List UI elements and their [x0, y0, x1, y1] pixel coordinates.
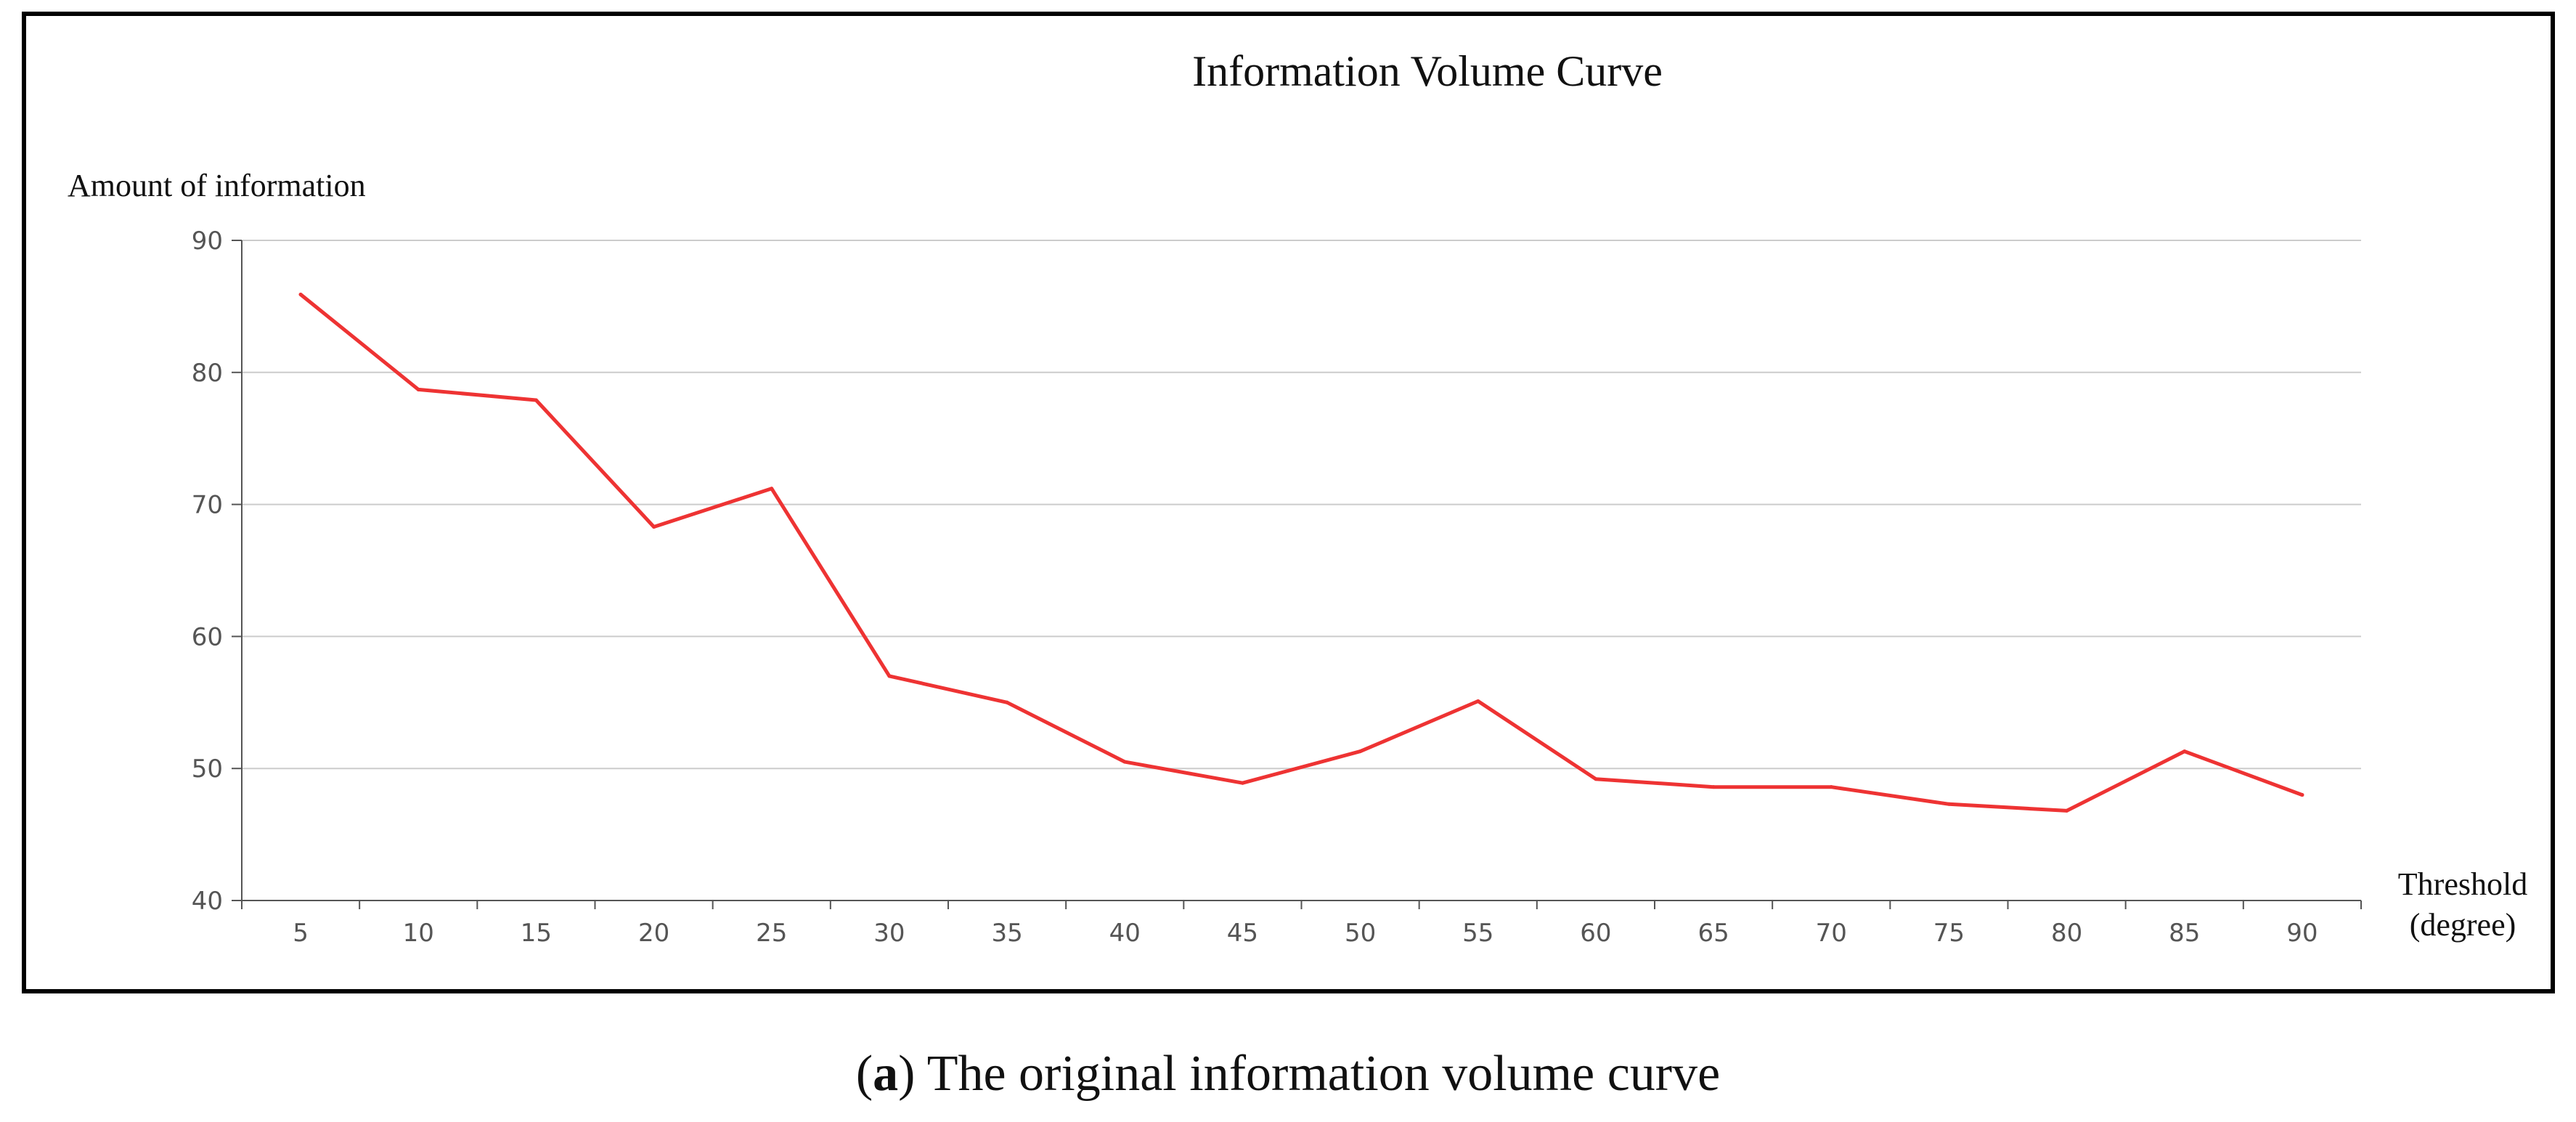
x-tick-label-60: 60 [1580, 919, 1611, 948]
data-point-30 [887, 674, 892, 678]
y-tick-label-70: 70 [192, 491, 223, 520]
x-tick-label-65: 65 [1697, 919, 1729, 948]
data-point-10 [416, 387, 420, 391]
chart-frame [22, 12, 2555, 993]
data-point-40 [1122, 760, 1127, 764]
x-tick-label-10: 10 [403, 919, 434, 948]
gridlines [242, 240, 2361, 770]
series-line-0 [298, 293, 2304, 813]
y-tick-label-50: 50 [192, 755, 223, 784]
data-point-75 [1947, 802, 1951, 806]
x-axis-label-line2: (degree) [2410, 907, 2516, 943]
data-point-80 [2065, 808, 2069, 813]
x-tick-label-85: 85 [2169, 919, 2200, 948]
caption-label: a [873, 1046, 899, 1102]
x-tick-label-90: 90 [2286, 919, 2318, 948]
data-point-25 [770, 487, 774, 491]
data-point-85 [2182, 749, 2187, 754]
data-point-50 [1358, 749, 1363, 754]
data-point-5 [298, 293, 303, 297]
y-tick-label-90: 90 [192, 227, 223, 256]
tick-labels: 40 50 60 70 80 90 5 10 15 20 25 30 35 40 45 50 55 60 65 70 7… [192, 227, 2318, 948]
x-axis-label-line1: Threshold [2398, 866, 2527, 902]
data-point-90 [2300, 793, 2304, 797]
x-tick-label-30: 30 [873, 919, 905, 948]
x-tick-label-15: 15 [521, 919, 552, 948]
x-tick-label-5: 5 [293, 919, 309, 948]
x-tick-label-80: 80 [2051, 919, 2082, 948]
x-tick-label-55: 55 [1462, 919, 1493, 948]
caption-open-paren: ( [855, 1046, 873, 1102]
caption-text: ) The original information volume curve [898, 1046, 1721, 1102]
x-tick-label-75: 75 [1933, 919, 1965, 948]
axes [232, 240, 2362, 909]
x-tick-label-35: 35 [991, 919, 1022, 948]
x-tick-label-40: 40 [1109, 919, 1141, 948]
data-point-45 [1240, 781, 1244, 785]
chart: Information Volume Curve Amount of infor… [68, 47, 2527, 948]
x-tick-label-50: 50 [1345, 919, 1376, 948]
y-tick-label-40: 40 [192, 887, 223, 916]
data-point-60 [1594, 777, 1598, 781]
x-tick-label-70: 70 [1816, 919, 1847, 948]
y-axis-label: Amount of information [68, 168, 366, 203]
data-point-15 [534, 398, 538, 402]
data-point-20 [652, 525, 656, 529]
data-point-70 [1829, 785, 1833, 789]
data-point-65 [1711, 785, 1716, 789]
series-layer [298, 293, 2304, 813]
figure-caption: (a) The original information volume curv… [0, 1049, 2576, 1099]
data-point-35 [1005, 700, 1009, 704]
chart-title: Information Volume Curve [1192, 47, 1663, 95]
y-tick-label-60: 60 [192, 622, 223, 651]
data-point-55 [1476, 699, 1480, 703]
x-tick-label-45: 45 [1227, 919, 1258, 948]
y-tick-label-80: 80 [192, 359, 223, 388]
x-tick-label-25: 25 [756, 919, 787, 948]
x-tick-label-20: 20 [638, 919, 669, 948]
